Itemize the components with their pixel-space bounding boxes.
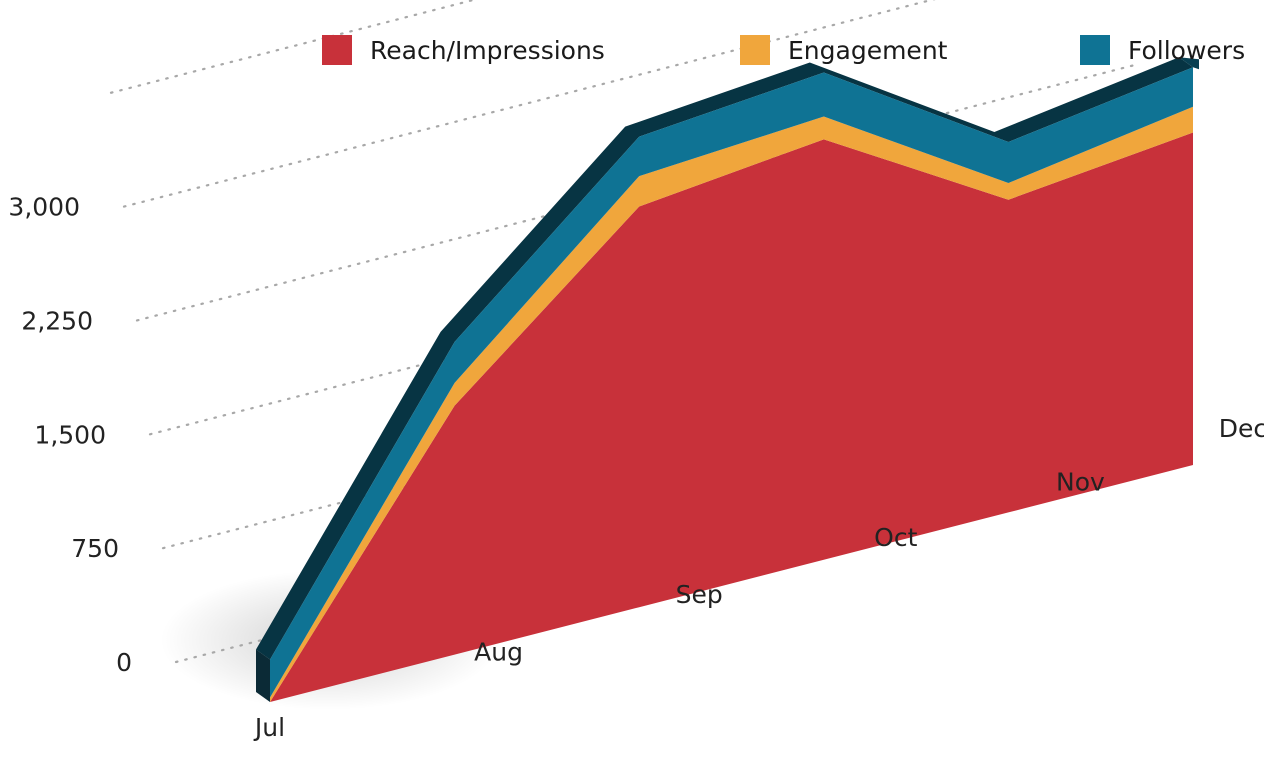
area-series-followers: [270, 67, 1193, 698]
y-tick-label: 750: [71, 534, 119, 563]
gridline: [161, 291, 1165, 550]
x-tick-label: Dec: [1219, 414, 1264, 443]
y-axis-ticks: 0 750 1,500 2,250 3,000: [8, 193, 132, 677]
area-top-face-followers: [256, 57, 1193, 660]
area-series-engagement: [270, 106, 1193, 702]
legend-item-reach: Reach/Impressions: [322, 30, 605, 70]
y-tick-label: 1,500: [34, 420, 106, 449]
area-series-reach-impressions: [270, 132, 1193, 703]
x-tick-label: Jul: [253, 713, 285, 742]
legend-item-followers: Followers: [1080, 30, 1245, 70]
gridline: [148, 177, 1152, 436]
gridline: [109, 0, 478, 94]
legend-label-reach: Reach/Impressions: [370, 35, 605, 65]
y-tick-label: 2,250: [21, 306, 93, 335]
x-tick-label: Oct: [874, 523, 917, 552]
area-end-face: [1179, 57, 1199, 70]
area-series: [256, 57, 1199, 703]
legend-swatch-engagement: [740, 35, 770, 65]
legend-label-followers: Followers: [1128, 35, 1246, 65]
gridline: [122, 0, 936, 208]
x-tick-label: Sep: [676, 580, 723, 609]
legend-swatch-reach: [322, 35, 352, 65]
legend: Reach/Impressions Engagement Followers: [322, 30, 1262, 70]
legend-label-engagement: Engagement: [788, 35, 948, 65]
area-side-face: [256, 649, 270, 702]
y-tick-label: 0: [116, 648, 132, 677]
gridline: [135, 63, 1139, 322]
legend-swatch-followers: [1080, 35, 1110, 65]
legend-item-engagement: Engagement: [740, 30, 947, 70]
x-tick-label: Aug: [474, 638, 523, 667]
x-axis-ticks: Jul Aug Sep Oct Nov Dec: [253, 414, 1264, 742]
y-tick-label: 3,000: [8, 193, 80, 222]
x-tick-label: Nov: [1056, 467, 1105, 496]
